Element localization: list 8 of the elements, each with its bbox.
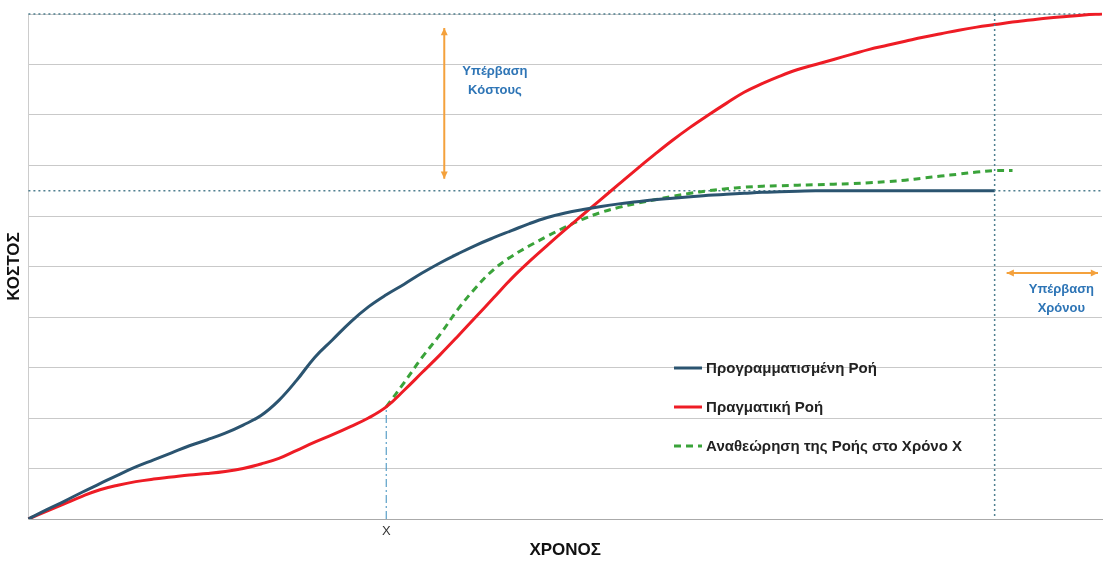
annotation: Υπέρβαση Χρόνου (1028, 281, 1095, 316)
y-axis-title: ΚΟΣΤΟΣ (3, 232, 23, 301)
legend-label: Προγραμματισμένη Ροή (706, 359, 877, 376)
legend-label: Αναθεώρηση της Ροής στο Χρόνο X (706, 437, 962, 454)
text: X (381, 523, 391, 539)
annotation: Υπέρβαση Κόστους (462, 63, 528, 98)
legend-label: Πραγματική Ροή (706, 398, 824, 415)
x-axis-title: ΧΡΟΝΟΣ (529, 540, 601, 560)
